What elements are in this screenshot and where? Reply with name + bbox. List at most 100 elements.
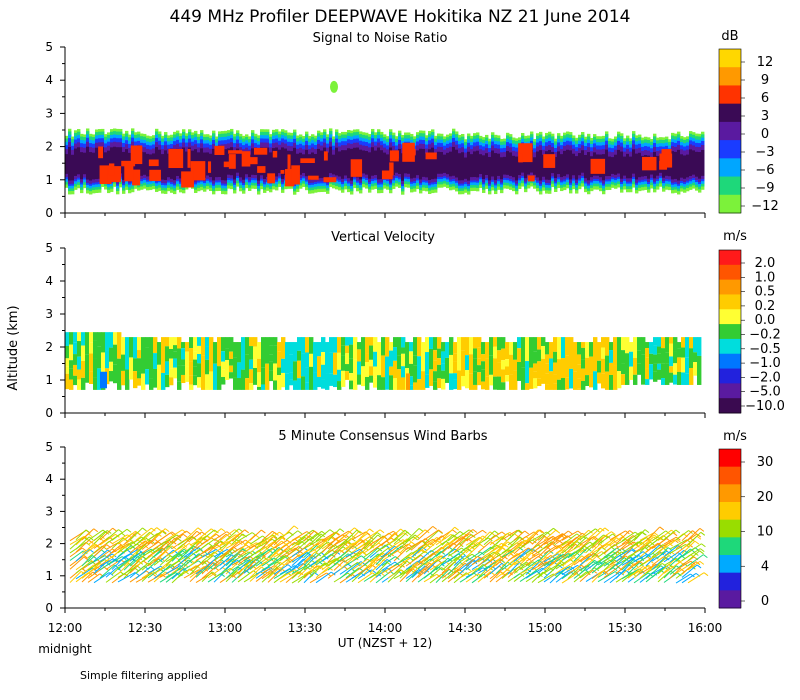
wind-barb: [87, 559, 106, 571]
colorbar-label: −12: [751, 199, 778, 214]
colorbar-label: 20: [757, 490, 774, 505]
vv-cell: [321, 337, 326, 353]
y-tick-label: 5: [45, 440, 53, 454]
vv-cell: [85, 354, 90, 383]
vv-cell: [365, 337, 370, 354]
vv-cell: [413, 355, 418, 366]
vv-cell: [573, 342, 578, 372]
wind-barb: [273, 544, 287, 554]
vv-cell: [273, 337, 278, 346]
snr-cell: [635, 153, 639, 180]
vv-cell: [445, 357, 450, 383]
wind-barb: [267, 568, 283, 583]
vv-cell: [413, 337, 418, 356]
colorbar-label: −10.0: [745, 399, 785, 414]
wind-barb: [255, 547, 273, 559]
wind-barb: [267, 555, 285, 567]
vv-cell: [337, 352, 342, 370]
wind-barb: [135, 540, 150, 550]
wind-barb: [261, 561, 278, 571]
wind-barb: [165, 565, 181, 575]
snr-cell: [116, 147, 120, 181]
wind-barb: [513, 561, 527, 571]
wind-barb: [303, 533, 318, 545]
wind-barb: [579, 552, 595, 562]
vv-cell: [373, 337, 378, 352]
vv-cell: [229, 372, 234, 379]
wind-barb: [243, 558, 257, 571]
vv-cell: [497, 337, 502, 351]
wind-barb: [621, 568, 640, 580]
wind-barb: [411, 543, 427, 554]
wind-barb: [549, 533, 564, 545]
snr-cell: [470, 154, 474, 178]
snr-high-cell: [243, 157, 258, 165]
vv-cell: [453, 353, 458, 362]
wind-barb: [417, 549, 432, 563]
wind-barb: [147, 565, 161, 574]
wind-barb: [519, 561, 534, 570]
vv-cell: [433, 337, 438, 351]
wind-barb: [279, 569, 295, 580]
vv-cell: [577, 364, 582, 379]
wind-barb: [561, 556, 575, 567]
vv-cell: [573, 371, 578, 390]
vv-cell: [117, 332, 122, 359]
wind-barb: [231, 548, 244, 558]
wind-barb: [159, 572, 176, 583]
y-tick-label: 5: [45, 40, 53, 54]
wind-barb: [129, 540, 146, 554]
snr-cell: [533, 157, 537, 175]
wind-barb: [519, 549, 535, 562]
vv-cell: [565, 355, 570, 378]
vv-cell: [525, 361, 530, 384]
wind-barb: [651, 566, 665, 578]
snr-cell: [617, 149, 621, 174]
snr-cell: [446, 152, 450, 175]
wind-barb: [153, 528, 166, 541]
wind-barb-flag: [501, 542, 506, 547]
wind-barb: [387, 545, 402, 557]
vv-cell: [161, 372, 166, 390]
snr-cell: [608, 156, 612, 177]
snr-cell: [452, 146, 456, 176]
wind-barb: [219, 554, 233, 566]
wind-barb: [591, 534, 604, 546]
vv-cell: [345, 345, 350, 354]
wind-barb: [93, 572, 110, 584]
vv-cell: [453, 361, 458, 374]
snr-cell: [473, 151, 477, 178]
wind-panel-title: 5 Minute Consensus Wind Barbs: [278, 429, 487, 444]
wind-barb: [177, 552, 193, 566]
wind-barb-flag: [452, 534, 458, 539]
wind-barb: [417, 542, 431, 554]
wind-barb: [327, 549, 341, 563]
wind-barb: [201, 529, 215, 541]
wind-barb: [339, 527, 355, 541]
snr-cell: [671, 151, 675, 180]
wind-barb-flag: [576, 533, 582, 538]
vv-cell: [585, 357, 590, 376]
vv-cell: [569, 368, 574, 389]
snr-cell: [338, 151, 342, 177]
vv-cell: [165, 361, 170, 375]
vv-cell: [669, 372, 674, 383]
vv-cell: [77, 341, 82, 357]
snr-axes: [60, 46, 706, 218]
x-tick-label: 13:30: [288, 621, 323, 635]
wind-barb: [99, 558, 114, 567]
vv-cell: [341, 355, 346, 371]
wind-barb: [645, 563, 663, 574]
wind-barb: [129, 551, 142, 562]
wind-barb: [111, 543, 129, 554]
vv-cell: [621, 374, 626, 385]
wind-barb: [663, 529, 677, 541]
snr-cell: [335, 147, 339, 176]
vv-cell: [505, 348, 510, 360]
wind-barb: [141, 558, 155, 571]
wind-barb: [375, 552, 390, 562]
vv-cell: [341, 337, 346, 346]
vv-cell: [657, 363, 662, 370]
wind-barb: [507, 562, 520, 575]
